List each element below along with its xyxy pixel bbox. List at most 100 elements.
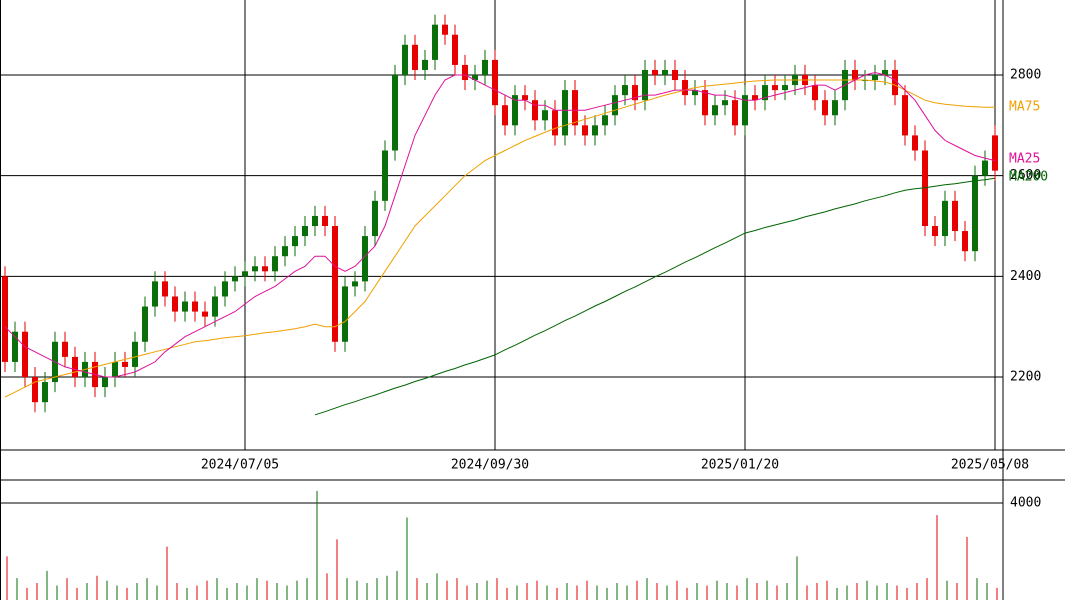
ma-line: [4, 71, 996, 378]
candle-body: [372, 200, 378, 237]
candle-body: [492, 59, 498, 106]
candle-body: [732, 100, 738, 126]
candle-body: [742, 95, 748, 126]
candle-body: [482, 59, 488, 75]
candle-body: [362, 236, 368, 282]
candle-body: [502, 105, 508, 126]
candle-body: [122, 361, 128, 367]
candle-body: [422, 59, 428, 70]
candle-body: [62, 341, 68, 357]
candle-body: [992, 135, 998, 171]
candle-body: [162, 281, 168, 297]
candle-body: [862, 80, 868, 82]
candle-body: [642, 69, 648, 101]
candle-body: [282, 246, 288, 257]
candle-body: [132, 341, 138, 367]
candle-body: [322, 215, 328, 227]
candle-body: [462, 64, 468, 81]
y-tick-label: 2200: [1010, 370, 1041, 385]
candle-body: [152, 281, 158, 307]
candle-body: [12, 331, 18, 362]
candle-body: [72, 356, 78, 378]
candle-body: [452, 34, 458, 65]
candle-body: [352, 281, 358, 287]
candle-body: [182, 301, 188, 312]
candle-body: [892, 69, 898, 96]
candle-body: [812, 85, 818, 101]
candle-body: [612, 95, 618, 116]
y-tick-label: 4000: [1010, 495, 1041, 510]
candle-body: [32, 377, 38, 403]
candle-body: [972, 175, 978, 252]
candle-body: [572, 90, 578, 126]
candle-body: [752, 95, 758, 101]
candle-body: [192, 301, 198, 312]
candle-body: [402, 44, 408, 75]
candle-body: [532, 100, 538, 121]
candle-body: [102, 377, 108, 388]
candle-body: [562, 90, 568, 136]
candle-body: [832, 100, 838, 116]
candle-body: [262, 266, 268, 272]
y-tick-label: 2600: [1010, 168, 1041, 183]
candle-body: [302, 226, 308, 237]
candle-body: [112, 361, 118, 378]
candle-body: [882, 69, 888, 75]
candle-body: [912, 135, 918, 151]
candle-body: [982, 160, 988, 176]
candle-body: [702, 90, 708, 116]
candle-body: [622, 85, 628, 96]
candle-body: [312, 215, 318, 227]
candle-body: [42, 382, 48, 403]
candle-body: [22, 331, 28, 378]
candle-body: [522, 95, 528, 101]
candle-body: [432, 24, 438, 60]
legend-label: MA75: [1009, 100, 1040, 115]
candle-body: [822, 100, 828, 116]
candle-body: [902, 95, 908, 136]
candle-body: [292, 236, 298, 247]
candle-body: [472, 75, 478, 81]
candle-body: [762, 85, 768, 101]
candle-body: [332, 226, 338, 342]
candle-body: [962, 231, 968, 252]
candle-body: [342, 286, 348, 342]
candle-body: [952, 200, 958, 232]
candle-body: [942, 200, 948, 237]
candle-body: [602, 115, 608, 126]
candle-body: [2, 276, 8, 362]
candle-body: [442, 24, 448, 35]
candle-body: [592, 125, 598, 136]
candle-body: [202, 311, 208, 317]
x-tick-label: 2024/07/05: [201, 458, 279, 473]
x-tick-label: 2024/09/30: [451, 458, 529, 473]
candle-body: [932, 226, 938, 237]
candle-body: [582, 125, 588, 136]
legend-label: MA25: [1009, 152, 1040, 167]
candle-body: [552, 110, 558, 136]
y-tick-label: 2800: [1010, 68, 1041, 83]
candle-body: [672, 69, 678, 81]
candle-body: [512, 95, 518, 126]
candle-body: [872, 75, 878, 81]
candle-body: [172, 296, 178, 312]
candle-body: [542, 110, 548, 121]
x-tick-label: 2025/05/08: [951, 458, 1029, 473]
candle-body: [272, 256, 278, 272]
candle-body: [382, 150, 388, 201]
candle-body: [212, 296, 218, 317]
candle-body: [772, 85, 778, 91]
candle-body: [712, 105, 718, 116]
candle-body: [692, 90, 698, 96]
legend-label: MA200: [1009, 170, 1048, 185]
y-tick-label: 2400: [1010, 269, 1041, 284]
candle-body: [252, 266, 258, 272]
candle-body: [222, 281, 228, 297]
candle-body: [412, 44, 418, 70]
candle-body: [852, 69, 858, 81]
candle-body: [662, 69, 668, 75]
x-tick-label: 2025/01/20: [701, 458, 779, 473]
candle-body: [652, 69, 658, 75]
candle-body: [782, 85, 788, 91]
candle-body: [682, 80, 688, 96]
